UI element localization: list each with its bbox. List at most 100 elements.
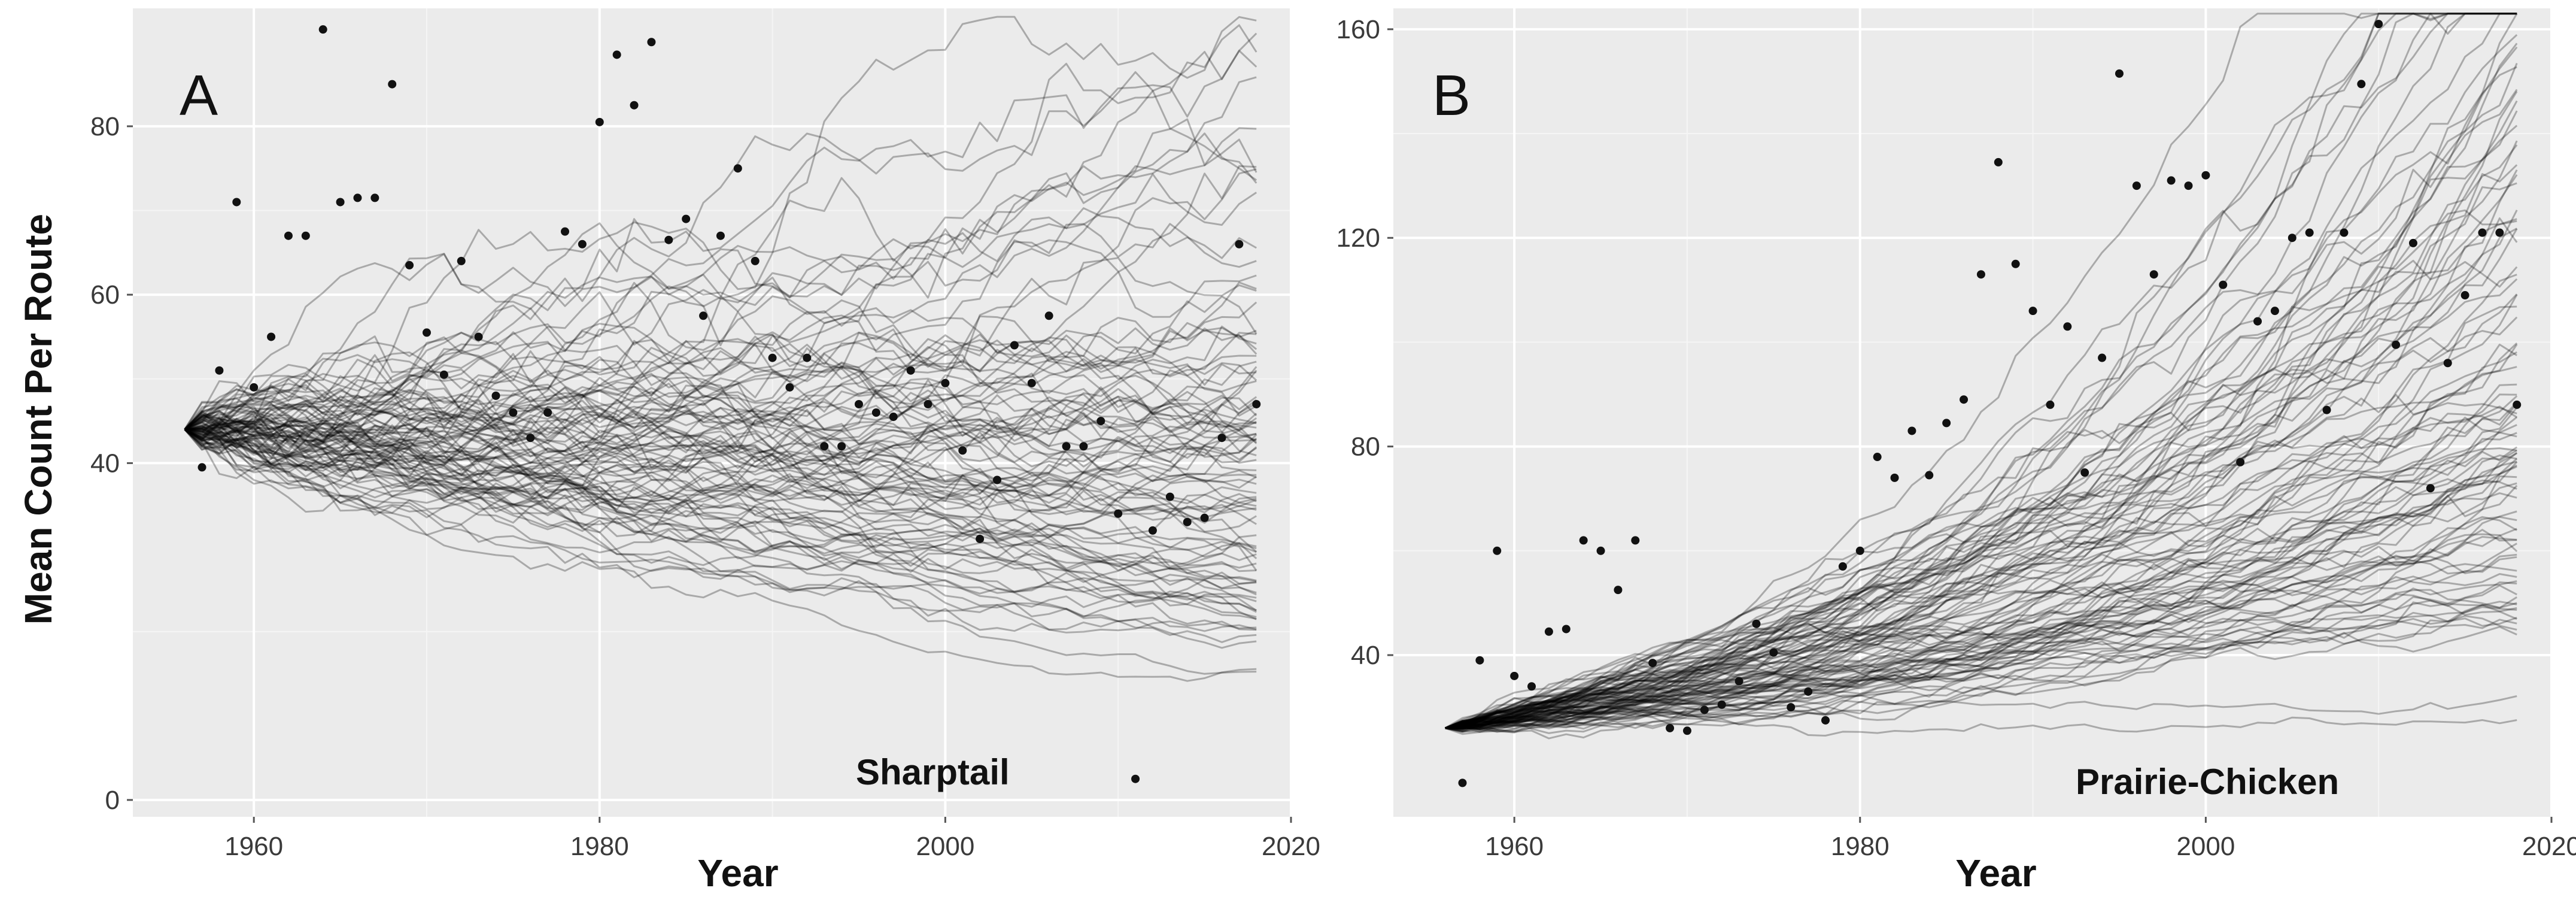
panel-b-simulation-line <box>1445 601 2517 729</box>
panel-a-simulation-line <box>184 290 1257 434</box>
panel-a-y-ticks: 0 40 60 80 <box>90 112 133 815</box>
panel-b-simulation-line <box>1445 351 2517 729</box>
panel-a-observed-point <box>526 434 535 443</box>
panel-a-observed-point <box>854 399 863 408</box>
panel-a-observed-point <box>370 193 379 202</box>
panel-b-simulation-line <box>1445 66 2517 729</box>
panel-b-observed-point <box>1631 536 1640 545</box>
panel-b-observed-point <box>2288 234 2296 243</box>
panel-a-simulation-line <box>184 422 1257 540</box>
panel-b-observed-point <box>1907 426 1916 435</box>
panel-b-x-tick-label: 1980 <box>1831 832 1890 861</box>
panel-a-simulation-line <box>184 351 1257 430</box>
panel-a-observed-point <box>1114 509 1123 518</box>
panel-a-simulation-line <box>184 423 1257 587</box>
panel-b-observed-point <box>1700 705 1709 714</box>
panel-a-observed-point <box>889 413 898 422</box>
panel-b-simulation-line <box>1445 174 2518 729</box>
panel-b-observed-points <box>1458 20 2522 787</box>
panel-b-simulation-line <box>1445 46 2518 729</box>
panel-b-simulation-line <box>1445 209 2517 729</box>
panel-b-simulation-line <box>1445 563 2517 729</box>
panel-a-observed-point <box>405 260 414 269</box>
panel-b-simulation-line <box>1445 343 2517 734</box>
panel-a-simulation-line <box>184 281 1257 489</box>
panel-a-simulation-line <box>184 390 1257 455</box>
panel-b-simulation-line <box>1445 13 2517 729</box>
panel-b-observed-point <box>1838 562 1847 571</box>
panel-a-observed-point <box>1027 378 1036 387</box>
panel-b-observed-point <box>2426 484 2435 493</box>
panel-b-simulation-line <box>1445 447 2517 729</box>
panel-a-simulation-line <box>184 340 1257 461</box>
panel-a-grid <box>133 8 1292 817</box>
panel-b-simulation-line <box>1445 533 2518 731</box>
panel-b-simulation-line <box>1445 528 2517 733</box>
panel-a-simulation-line <box>184 407 1257 502</box>
panel-a-observed-point <box>1235 240 1244 249</box>
panel-b-simulation-line <box>1445 596 2517 729</box>
panel-b-observed-point <box>1527 682 1536 691</box>
panel-a-simulation-line <box>184 403 1257 521</box>
panel-a-observed-point <box>267 332 276 341</box>
panel-a-observed-point <box>1079 442 1088 451</box>
panel-a-simulation-line <box>184 138 1257 432</box>
panel-b-observed-point <box>2270 307 2279 316</box>
panel-b-simulation-line <box>1445 140 2518 729</box>
panel-b-observed-point <box>2478 228 2487 237</box>
panel-b-observed-point <box>1544 627 1553 636</box>
panel-a-simulation-line <box>184 425 1257 604</box>
panel-a-observed-point <box>388 80 397 89</box>
panel-b-y-tick-label: 160 <box>1336 15 1380 44</box>
panel-a-simulation-line <box>184 426 1257 649</box>
panel-b-simulation-line <box>1445 402 2517 729</box>
panel-b-observed-point <box>2115 69 2124 78</box>
panel-b-observed-point <box>1648 659 1657 668</box>
panel-b-observed-point <box>1596 546 1605 555</box>
panel-a-simulation-line <box>184 168 1257 458</box>
panel-b-simulation-line <box>1445 13 2517 729</box>
panel-b-simulation-line <box>1445 599 2517 729</box>
panel-b-simulation-line <box>1445 695 2517 729</box>
panel-a-y-tick-label: 0 <box>105 786 120 815</box>
panel-b-simulation-line <box>1445 13 2517 729</box>
panel-a-simulation-line <box>184 429 1257 571</box>
panel-a-observed-point <box>491 391 500 400</box>
panel-b-observed-point <box>1666 723 1675 732</box>
panel-b-observed-point <box>1855 546 1864 555</box>
panel-a-observed-point <box>1165 492 1174 501</box>
panel-b-simulation-line <box>1445 259 2518 729</box>
panel-a-x-axis-title: Year <box>697 852 778 895</box>
panel-a-x-tick-label: 2000 <box>916 832 974 861</box>
panel-b-observed-point <box>2011 259 2020 268</box>
panel-b-simulation-line <box>1445 169 2518 733</box>
panel-a-observed-point <box>215 366 224 375</box>
panel-b-observed-point <box>1579 536 1588 545</box>
panel-a-observed-points <box>198 25 1261 783</box>
panel-b-simulation-line <box>1445 90 2518 733</box>
panel-b-letter: B <box>1432 63 1471 128</box>
panel-a-simulation-line <box>184 390 1257 480</box>
panel-b-observed-point <box>2063 322 2072 331</box>
panel-b-simulation-line <box>1445 13 2517 729</box>
panel-a-observed-point <box>198 463 206 472</box>
panel-a-observed-point <box>958 446 967 455</box>
panel-b-observed-point <box>2201 171 2210 180</box>
panel-b-simulation-line <box>1445 13 2517 729</box>
panel-a-simulation-line <box>184 428 1257 525</box>
panel-a-simulation-line <box>184 428 1257 675</box>
panel-a-simulation-line <box>184 239 1257 434</box>
panel-b-simulation-line <box>1445 604 2517 729</box>
panel-b-simulation-line <box>1445 589 2517 731</box>
panel-a-simulation-line <box>184 369 1257 455</box>
panel-a-observed-point <box>1217 434 1226 443</box>
panel-a: 0 40 60 80 1960 1980 2000 2020 A Sharptail Yea… <box>17 8 1320 895</box>
panel-b-observed-point <box>2357 80 2366 89</box>
panel-a-simulation-line <box>184 281 1257 471</box>
panel-b-simulation-line <box>1445 144 2518 729</box>
panel-a-simulation-line <box>184 317 1257 461</box>
panel-a-simulation-line <box>184 366 1257 477</box>
panel-a-simulation-line <box>184 389 1257 552</box>
panel-b-simulations <box>1444 13 2518 740</box>
